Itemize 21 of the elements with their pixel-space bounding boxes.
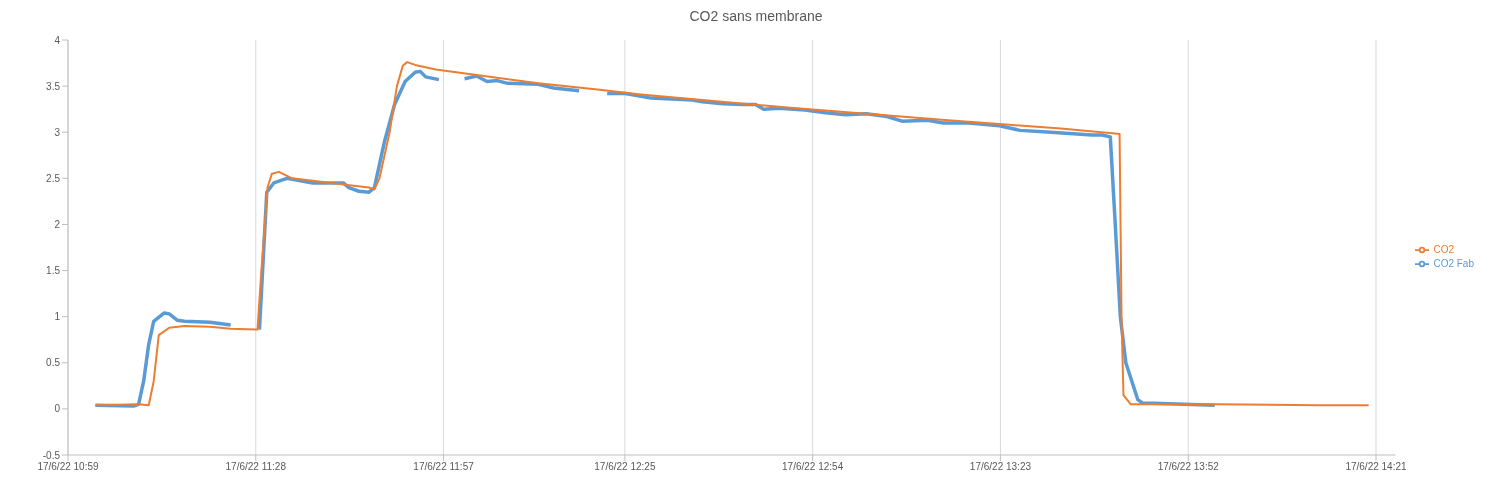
y-tick-label: 2: [54, 218, 61, 230]
y-tick-label: 0.5: [46, 357, 61, 369]
x-tick-label: 17/6/22 13:23: [969, 461, 1032, 473]
y-tick-label: 4: [54, 34, 61, 46]
y-tick-label: 1: [54, 311, 61, 323]
y-tick-label: -0.5: [42, 449, 61, 461]
x-tick-label: 17/6/22 11:57: [413, 461, 475, 473]
y-tick-label: 2.5: [46, 172, 61, 184]
x-tick-label: 17/6/22 11:28: [225, 461, 287, 473]
y-tick-label: 1.5: [46, 265, 61, 277]
y-tick-label: 3: [54, 126, 61, 138]
y-tick-label: 0: [54, 403, 61, 415]
y-tick-label: 3.5: [46, 80, 61, 92]
x-tick-label: 17/6/22 12:25: [594, 461, 656, 473]
x-tick-label: 17/6/22 14:21: [1345, 461, 1408, 473]
x-tick-label: 17/6/22 10:59: [37, 461, 100, 473]
legend-label: CO2: [1433, 243, 1454, 255]
x-tick-label: 17/6/22 13:52: [1157, 461, 1220, 473]
x-tick-label: 17/6/22 12:54: [782, 461, 844, 473]
legend-label: CO2 Fab: [1433, 257, 1474, 269]
chart-title: CO2 sans membrane: [688, 8, 824, 26]
